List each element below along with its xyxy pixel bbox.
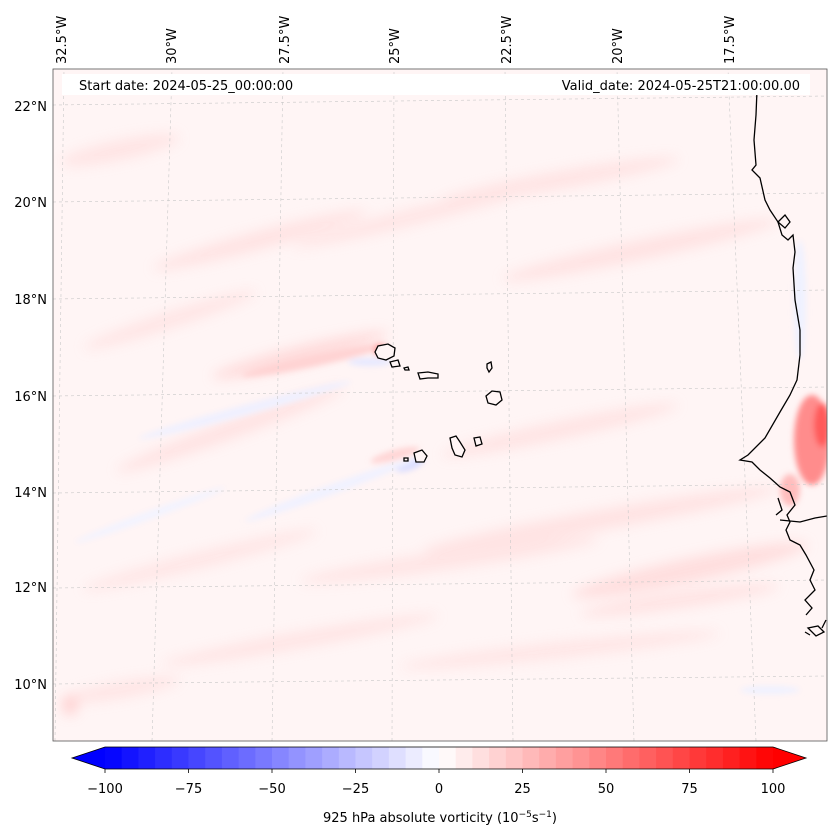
map-background [53, 69, 827, 741]
lon-label-20w: 20°W [611, 28, 626, 64]
colorbar-cell [205, 747, 223, 769]
colorbar-cell [505, 747, 524, 769]
colorbar-cell [656, 747, 674, 769]
colorbar-cell [338, 747, 357, 769]
colorbar-cell [639, 747, 657, 769]
lat-label-16n: 16°N [14, 390, 47, 405]
colorbar-cell [105, 747, 123, 769]
colorbar-ticks: −100 −75 −50 −25 0 25 50 75 100 [87, 782, 785, 797]
lon-label-30w: 30°W [165, 28, 180, 64]
island-maio [473, 436, 483, 447]
colorbar-cell [589, 747, 607, 769]
island-fogo [413, 449, 428, 463]
date-header-strip [62, 74, 810, 95]
map-frame [52, 68, 828, 742]
colorbar-tick-label: 50 [598, 782, 615, 797]
colorbar-extend-min [72, 747, 105, 769]
colorbar-cell [188, 747, 206, 769]
colorbar-cell [238, 747, 256, 769]
map-panel: Start date: 2024-05-25_00:00:00 Valid_da… [52, 68, 828, 742]
colorbar-cell [706, 747, 724, 769]
colorbar-cells [105, 747, 774, 769]
colorbar-cell [739, 747, 757, 769]
lat-label-10n: 10°N [14, 678, 47, 693]
island-santa-luzia [403, 366, 410, 371]
colorbar-cell [722, 747, 741, 769]
colorbar-cell [455, 747, 473, 769]
colorbar: −100 −75 −50 −25 0 25 50 75 100 925 hPa … [70, 746, 808, 826]
colorbar-cell [272, 747, 290, 769]
island-boa-vista [485, 390, 503, 406]
colorbar-tick-label: 25 [514, 782, 531, 797]
lon-label-17-5w: 17.5°W [723, 16, 738, 64]
colorbar-cell [689, 747, 707, 769]
lon-label-27-5w: 27.5°W [278, 16, 293, 64]
bissagos-islands [804, 619, 827, 637]
longitude-labels: 32.5°W 30°W 27.5°W 25°W 22.5°W 20°W 17.5… [55, 16, 738, 64]
colorbar-cell [622, 747, 640, 769]
colorbar-cell [606, 747, 624, 769]
colorbar-label: 925 hPa absolute vorticity (10−5s−1) [323, 810, 557, 826]
colorbar-cell [405, 747, 423, 769]
colorbar-cell [756, 747, 774, 769]
island-santiago [449, 435, 466, 458]
colorbar-cell [255, 747, 273, 769]
island-sal [486, 361, 493, 374]
coast-inlet-north [777, 213, 791, 229]
colorbar-cell [221, 747, 240, 769]
coastlines [374, 89, 827, 637]
coast-inlet [775, 497, 783, 516]
lon-label-32-5w: 32.5°W [55, 16, 70, 64]
colorbar-cell [355, 747, 373, 769]
colorbar-tick-label: 100 [761, 782, 786, 797]
vorticity-field [60, 134, 827, 715]
latitude-labels: 22°N 20°N 18°N 16°N 14°N 12°N 10°N [14, 100, 47, 693]
start-date-label: Start date: 2024-05-25_00:00:00 [79, 79, 293, 94]
colorbar-cell [372, 747, 390, 769]
colorbar-tick-label: −25 [342, 782, 369, 797]
colorbar-tick-label: 75 [681, 782, 698, 797]
colorbar-cell [171, 747, 190, 769]
colorbar-cell [121, 747, 139, 769]
colorbar-cell [155, 747, 173, 769]
island-brava [403, 457, 409, 462]
colorbar-cell [472, 747, 490, 769]
colorbar-cell [572, 747, 590, 769]
colorbar-cell [555, 747, 574, 769]
colorbar-cell [138, 747, 156, 769]
lat-label-14n: 14°N [14, 486, 47, 501]
colorbar-cell [539, 747, 557, 769]
gridlines [53, 69, 827, 741]
africa-coastline [738, 89, 816, 616]
colorbar-cell [388, 747, 407, 769]
colorbar-tick-label: −50 [258, 782, 285, 797]
colorbar-extend-max [773, 747, 806, 769]
colorbar-cell [288, 747, 306, 769]
valid-date-label: Valid_date: 2024-05-25T21:00:00.00 [562, 79, 800, 94]
colorbar-cell [522, 747, 540, 769]
colorbar-tick-label: −75 [175, 782, 202, 797]
island-sao-nicolau [417, 371, 439, 380]
lat-label-22n: 22°N [14, 100, 47, 115]
colorbar-cell [322, 747, 340, 769]
island-sao-vicente [389, 359, 401, 368]
lat-label-20n: 20°N [14, 196, 47, 211]
lat-label-12n: 12°N [14, 581, 47, 596]
colorbar-tick-label: −100 [87, 782, 123, 797]
colorbar-cell [439, 747, 457, 769]
lon-label-25w: 25°W [388, 28, 403, 64]
colorbar-cell [422, 747, 440, 769]
gambia-outline [779, 515, 827, 523]
colorbar-cell [672, 747, 691, 769]
island-santo-antao [374, 343, 396, 361]
lat-label-18n: 18°N [14, 293, 47, 308]
colorbar-tick-label: 0 [435, 782, 443, 797]
lon-label-22-5w: 22.5°W [500, 16, 515, 64]
colorbar-cell [305, 747, 323, 769]
colorbar-cell [489, 747, 507, 769]
